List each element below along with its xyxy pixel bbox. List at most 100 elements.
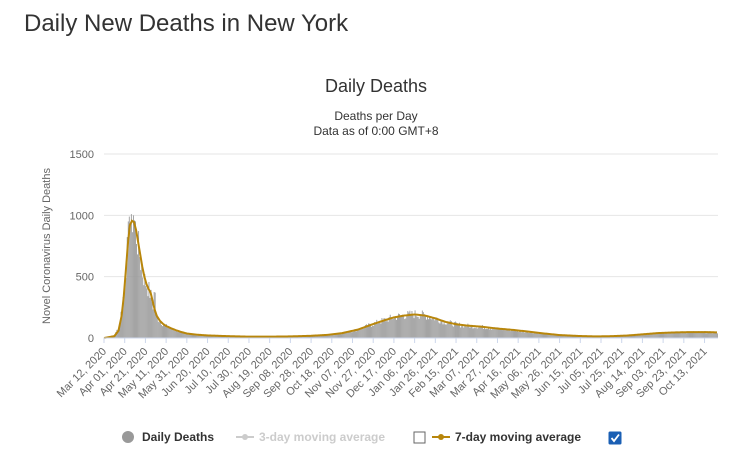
bar[interactable] bbox=[421, 310, 423, 338]
bar[interactable] bbox=[471, 325, 473, 338]
bar[interactable] bbox=[486, 328, 487, 338]
bar[interactable] bbox=[350, 331, 352, 338]
bar[interactable] bbox=[312, 335, 313, 338]
bar[interactable] bbox=[194, 334, 195, 338]
bar[interactable] bbox=[616, 336, 618, 338]
bar[interactable] bbox=[644, 333, 646, 338]
bar[interactable] bbox=[524, 332, 526, 338]
bar[interactable] bbox=[519, 330, 521, 338]
bar[interactable] bbox=[667, 333, 669, 338]
bar[interactable] bbox=[555, 335, 557, 338]
bar[interactable] bbox=[165, 325, 166, 338]
bar[interactable] bbox=[181, 331, 183, 338]
bar[interactable] bbox=[176, 329, 178, 338]
bar[interactable] bbox=[452, 326, 454, 338]
bar[interactable] bbox=[432, 317, 434, 338]
bar[interactable] bbox=[492, 328, 494, 338]
bar[interactable] bbox=[429, 316, 430, 338]
bar[interactable] bbox=[563, 335, 565, 338]
bar[interactable] bbox=[227, 336, 229, 338]
bar[interactable] bbox=[629, 334, 631, 338]
bar[interactable] bbox=[223, 336, 224, 338]
bar[interactable] bbox=[654, 333, 656, 338]
bar[interactable] bbox=[445, 324, 447, 338]
bar[interactable] bbox=[438, 322, 440, 338]
bar[interactable] bbox=[163, 324, 164, 338]
bar[interactable] bbox=[655, 333, 657, 338]
bar[interactable] bbox=[373, 325, 375, 338]
bar[interactable] bbox=[356, 329, 358, 338]
bar[interactable] bbox=[607, 336, 609, 338]
bar[interactable] bbox=[553, 334, 555, 338]
bar[interactable] bbox=[167, 327, 169, 338]
bar[interactable] bbox=[539, 332, 541, 338]
bar[interactable] bbox=[530, 332, 532, 338]
bar[interactable] bbox=[628, 335, 630, 338]
bar[interactable] bbox=[196, 334, 198, 338]
bar[interactable] bbox=[134, 220, 135, 338]
bar[interactable] bbox=[178, 331, 180, 338]
bar[interactable] bbox=[692, 331, 693, 338]
bar[interactable] bbox=[347, 332, 349, 338]
bar[interactable] bbox=[566, 335, 568, 338]
bar[interactable] bbox=[695, 331, 697, 338]
bar[interactable] bbox=[509, 331, 511, 338]
bar[interactable] bbox=[372, 325, 374, 338]
bar[interactable] bbox=[183, 332, 185, 338]
bar[interactable] bbox=[700, 332, 702, 338]
bar[interactable] bbox=[535, 332, 537, 338]
bar[interactable] bbox=[461, 326, 463, 338]
bar[interactable] bbox=[351, 332, 353, 338]
bar[interactable] bbox=[669, 333, 671, 338]
bar[interactable] bbox=[361, 327, 363, 338]
bar[interactable] bbox=[709, 331, 711, 338]
bar[interactable] bbox=[653, 334, 655, 338]
bar[interactable] bbox=[640, 334, 642, 338]
bar[interactable] bbox=[536, 332, 538, 338]
bar[interactable] bbox=[430, 318, 432, 338]
bar[interactable] bbox=[623, 335, 625, 338]
bar[interactable] bbox=[673, 333, 675, 338]
bar[interactable] bbox=[379, 322, 381, 338]
bar[interactable] bbox=[678, 332, 680, 338]
bar[interactable] bbox=[403, 316, 405, 338]
bar[interactable] bbox=[533, 331, 535, 338]
bar[interactable] bbox=[416, 316, 418, 338]
bar[interactable] bbox=[494, 327, 496, 338]
bar[interactable] bbox=[229, 336, 231, 338]
bar[interactable] bbox=[701, 331, 703, 338]
bar[interactable] bbox=[200, 335, 202, 338]
bar[interactable] bbox=[436, 317, 438, 338]
bar[interactable] bbox=[575, 336, 576, 338]
bar[interactable] bbox=[437, 319, 439, 338]
bar[interactable] bbox=[214, 335, 216, 338]
bar[interactable] bbox=[451, 325, 453, 338]
bar[interactable] bbox=[427, 316, 428, 338]
bar[interactable] bbox=[459, 322, 461, 338]
bar[interactable] bbox=[638, 334, 640, 338]
bar[interactable] bbox=[152, 309, 154, 338]
bar[interactable] bbox=[713, 332, 715, 338]
bar[interactable] bbox=[588, 336, 590, 338]
bar[interactable] bbox=[458, 324, 459, 338]
bar[interactable] bbox=[450, 321, 452, 338]
bar[interactable] bbox=[625, 335, 627, 338]
bar[interactable] bbox=[193, 334, 194, 338]
bar[interactable] bbox=[330, 334, 332, 338]
bar[interactable] bbox=[141, 266, 143, 338]
bar[interactable] bbox=[157, 321, 159, 338]
bar[interactable] bbox=[480, 326, 482, 338]
bar[interactable] bbox=[522, 331, 524, 338]
bar[interactable] bbox=[470, 325, 472, 338]
bar[interactable] bbox=[146, 288, 148, 338]
bar[interactable] bbox=[391, 319, 393, 338]
bar[interactable] bbox=[510, 329, 512, 338]
bar[interactable] bbox=[151, 301, 153, 338]
bar[interactable] bbox=[514, 329, 515, 338]
bar[interactable] bbox=[624, 335, 626, 338]
bar[interactable] bbox=[299, 336, 301, 338]
bar[interactable] bbox=[341, 334, 342, 338]
bar[interactable] bbox=[576, 336, 578, 338]
bar[interactable] bbox=[591, 336, 593, 338]
bar[interactable] bbox=[478, 326, 480, 338]
